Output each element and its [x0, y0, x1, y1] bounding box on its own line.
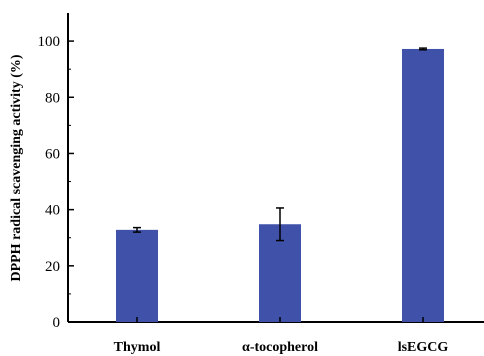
y-tick-label: 20: [45, 259, 60, 275]
x-tick-label: α-tocopherol: [242, 340, 318, 355]
y-tick-label: 100: [38, 34, 61, 50]
bar: [116, 229, 158, 322]
y-tick-label: 60: [45, 146, 60, 162]
y-axis-title: DPPH radical scavenging activity (%): [9, 54, 24, 281]
y-tick-label: 0: [53, 315, 61, 331]
x-tick-label: lsEGCG: [398, 340, 449, 355]
bar: [402, 48, 444, 323]
y-tick-label: 40: [45, 203, 60, 219]
x-tick-label: Thymol: [114, 340, 161, 355]
y-tick-label: 80: [45, 90, 60, 106]
